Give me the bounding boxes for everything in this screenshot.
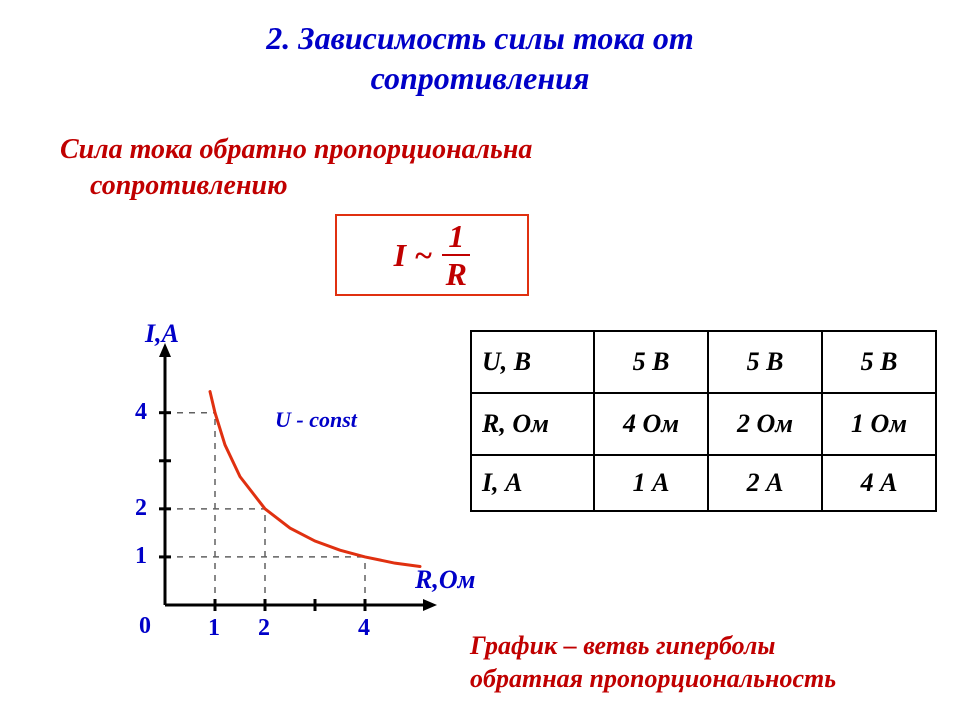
table-cell: 5 В <box>822 331 936 393</box>
formula-numerator: 1 <box>442 220 470 256</box>
title-line-1: 2. Зависимость силы тока от <box>0 18 960 58</box>
table-cell: 1 А <box>594 455 708 511</box>
caption-line-1: График – ветвь гиперболы <box>470 630 836 663</box>
const-label: U - const <box>275 407 357 433</box>
x-tick-label: 1 <box>208 615 220 642</box>
table-row-header: I, А <box>471 455 594 511</box>
table-cell: 2 А <box>708 455 822 511</box>
data-table: U, В5 В5 В5 ВR, Ом4 Ом2 Ом1 ОмI, А1 А2 А… <box>470 330 937 512</box>
formula-box: I ~ 1 R <box>335 214 529 296</box>
caption-line-2: обратная пропорциональность <box>470 663 836 696</box>
table-row-header: R, Ом <box>471 393 594 455</box>
subtitle: Сила тока обратно пропорциональна сопрот… <box>60 132 960 205</box>
table-row-header: U, В <box>471 331 594 393</box>
y-tick-label: 2 <box>135 495 147 522</box>
x-axis-label: R,Ом <box>415 565 475 595</box>
y-tick-label: 4 <box>135 399 147 426</box>
data-table-wrap: U, В5 В5 В5 ВR, Ом4 Ом2 Ом1 ОмI, А1 А2 А… <box>470 330 937 512</box>
table-cell: 1 Ом <box>822 393 936 455</box>
formula-denominator: R <box>446 256 467 290</box>
y-tick-label: 1 <box>135 543 147 570</box>
table-cell: 5 В <box>708 331 822 393</box>
chart-caption: График – ветвь гиперболы обратная пропор… <box>470 630 836 695</box>
subtitle-line-1: Сила тока обратно пропорциональна <box>60 132 960 168</box>
chart-area: I,А R,Ом U - const 0 1 2 4 1 2 4 <box>105 315 505 655</box>
subtitle-line-2: сопротивлению <box>60 168 960 204</box>
page-title: 2. Зависимость силы тока от сопротивлени… <box>0 0 960 98</box>
y-axis-label: I,А <box>145 319 179 349</box>
table-cell: 4 А <box>822 455 936 511</box>
table-cell: 4 Ом <box>594 393 708 455</box>
formula-fraction: 1 R <box>442 220 470 290</box>
formula-left: I ~ <box>394 237 433 274</box>
table-cell: 2 Ом <box>708 393 822 455</box>
title-line-2: сопротивления <box>0 58 960 98</box>
origin-label: 0 <box>139 613 151 640</box>
x-tick-label: 2 <box>258 615 270 642</box>
chart-svg <box>105 315 505 655</box>
table-cell: 5 В <box>594 331 708 393</box>
x-tick-label: 4 <box>358 615 370 642</box>
